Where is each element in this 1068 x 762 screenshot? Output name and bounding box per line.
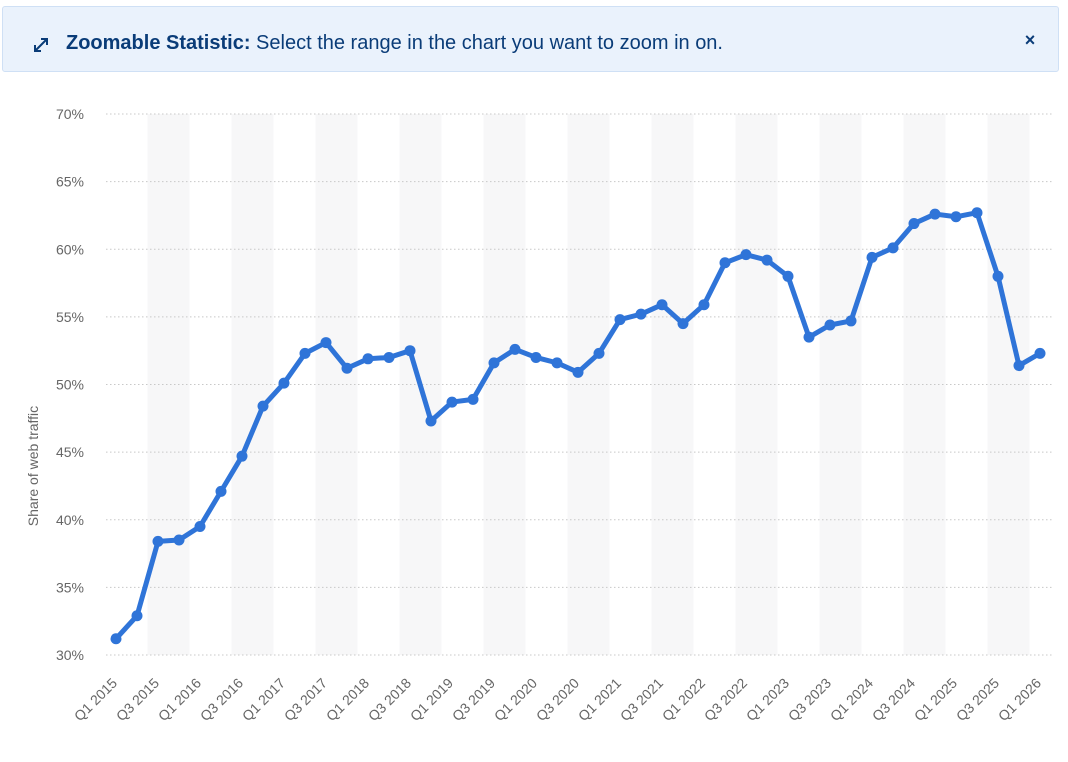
x-tick-label: Q1 2022 <box>659 675 708 724</box>
x-tick-label: Q3 2020 <box>533 675 582 724</box>
y-tick-label: 45% <box>56 444 84 460</box>
data-point[interactable] <box>950 211 962 223</box>
data-point[interactable] <box>383 351 395 363</box>
x-tick-label: Q3 2019 <box>449 675 498 724</box>
data-point[interactable] <box>698 299 710 311</box>
x-tick-label: Q1 2018 <box>323 675 372 724</box>
data-point[interactable] <box>908 218 920 230</box>
banner-message: Zoomable Statistic: Select the range in … <box>66 32 723 55</box>
y-tick-label: 30% <box>56 647 84 663</box>
data-point[interactable] <box>278 377 290 389</box>
x-tick-label: Q3 2017 <box>281 675 330 724</box>
data-point[interactable] <box>572 366 584 378</box>
x-tick-label: Q1 2021 <box>575 675 624 724</box>
data-point[interactable] <box>509 343 521 355</box>
y-tick-label: 70% <box>56 106 84 122</box>
data-point[interactable] <box>782 270 794 282</box>
data-point[interactable] <box>929 208 941 220</box>
data-point[interactable] <box>656 299 668 311</box>
data-point[interactable] <box>866 251 878 263</box>
zoom-banner: Zoomable Statistic: Select the range in … <box>2 6 1059 72</box>
x-tick-label: Q1 2023 <box>743 675 792 724</box>
x-tick-label: Q1 2024 <box>827 675 876 724</box>
expand-icon <box>34 38 48 52</box>
y-tick-label: 40% <box>56 512 84 528</box>
data-point[interactable] <box>131 610 143 622</box>
data-point[interactable] <box>215 485 227 497</box>
data-point[interactable] <box>341 362 353 374</box>
data-point[interactable] <box>404 345 416 357</box>
y-tick-label: 65% <box>56 174 84 190</box>
data-point[interactable] <box>593 347 605 359</box>
x-tick-label: Q1 2019 <box>407 675 456 724</box>
x-tick-label: Q3 2015 <box>113 675 162 724</box>
y-tick-label: 55% <box>56 309 84 325</box>
y-tick-label: 35% <box>56 579 84 595</box>
data-point[interactable] <box>761 254 773 266</box>
x-tick-label: Q3 2018 <box>365 675 414 724</box>
data-point[interactable] <box>152 535 164 547</box>
data-point[interactable] <box>299 347 311 359</box>
banner-title: Zoomable Statistic: <box>66 32 251 54</box>
data-point[interactable] <box>320 337 332 349</box>
data-point[interactable] <box>887 242 899 254</box>
data-point[interactable] <box>635 308 647 320</box>
data-point[interactable] <box>551 357 563 369</box>
data-point[interactable] <box>824 319 836 331</box>
y-tick-label: 60% <box>56 241 84 257</box>
x-tick-label: Q3 2023 <box>785 675 834 724</box>
data-point[interactable] <box>971 207 983 219</box>
data-point[interactable] <box>992 270 1004 282</box>
x-tick-label: Q1 2017 <box>239 675 288 724</box>
line-chart[interactable]: 30% 35% 40% 45% 50% 55% 60% 65% 70% Share of web… <box>0 80 1068 762</box>
x-tick-label: Q3 2022 <box>701 675 750 724</box>
x-tick-label: Q3 2021 <box>617 675 666 724</box>
x-tick-label: Q3 2016 <box>197 675 246 724</box>
data-point[interactable] <box>236 450 248 462</box>
data-point[interactable] <box>740 249 752 261</box>
data-point[interactable] <box>425 415 437 427</box>
data-point[interactable] <box>845 315 857 327</box>
y-tick-label: 50% <box>56 377 84 393</box>
x-tick-label: Q1 2016 <box>155 675 204 724</box>
data-point[interactable] <box>803 331 815 343</box>
x-tick-label: Q1 2025 <box>911 675 960 724</box>
banner-text: Select the range in the chart you want t… <box>256 32 723 54</box>
data-point[interactable] <box>362 353 374 365</box>
data-point[interactable] <box>173 534 185 546</box>
data-point[interactable] <box>614 314 626 326</box>
x-tick-label: Q3 2025 <box>953 675 1002 724</box>
x-tick-label: Q1 2026 <box>995 675 1044 724</box>
data-point[interactable] <box>530 351 542 363</box>
data-point[interactable] <box>1013 360 1025 372</box>
data-point[interactable] <box>1034 347 1046 359</box>
data-point[interactable] <box>194 521 206 533</box>
y-axis-ticks: 30% 35% 40% 45% 50% 55% 60% 65% 70% <box>56 106 84 663</box>
close-icon[interactable]: × <box>1024 30 1036 50</box>
data-point[interactable] <box>446 396 458 408</box>
data-point[interactable] <box>677 318 689 330</box>
y-axis-label: Share of web traffic <box>25 406 41 526</box>
series-points <box>110 207 1046 645</box>
data-point[interactable] <box>467 393 479 405</box>
x-tick-label: Q3 2024 <box>869 675 918 724</box>
data-point[interactable] <box>719 257 731 269</box>
x-tick-label: Q1 2020 <box>491 675 540 724</box>
data-point[interactable] <box>257 400 269 412</box>
x-tick-label: Q1 2015 <box>71 675 120 724</box>
data-point[interactable] <box>488 357 500 369</box>
data-point[interactable] <box>110 633 122 645</box>
